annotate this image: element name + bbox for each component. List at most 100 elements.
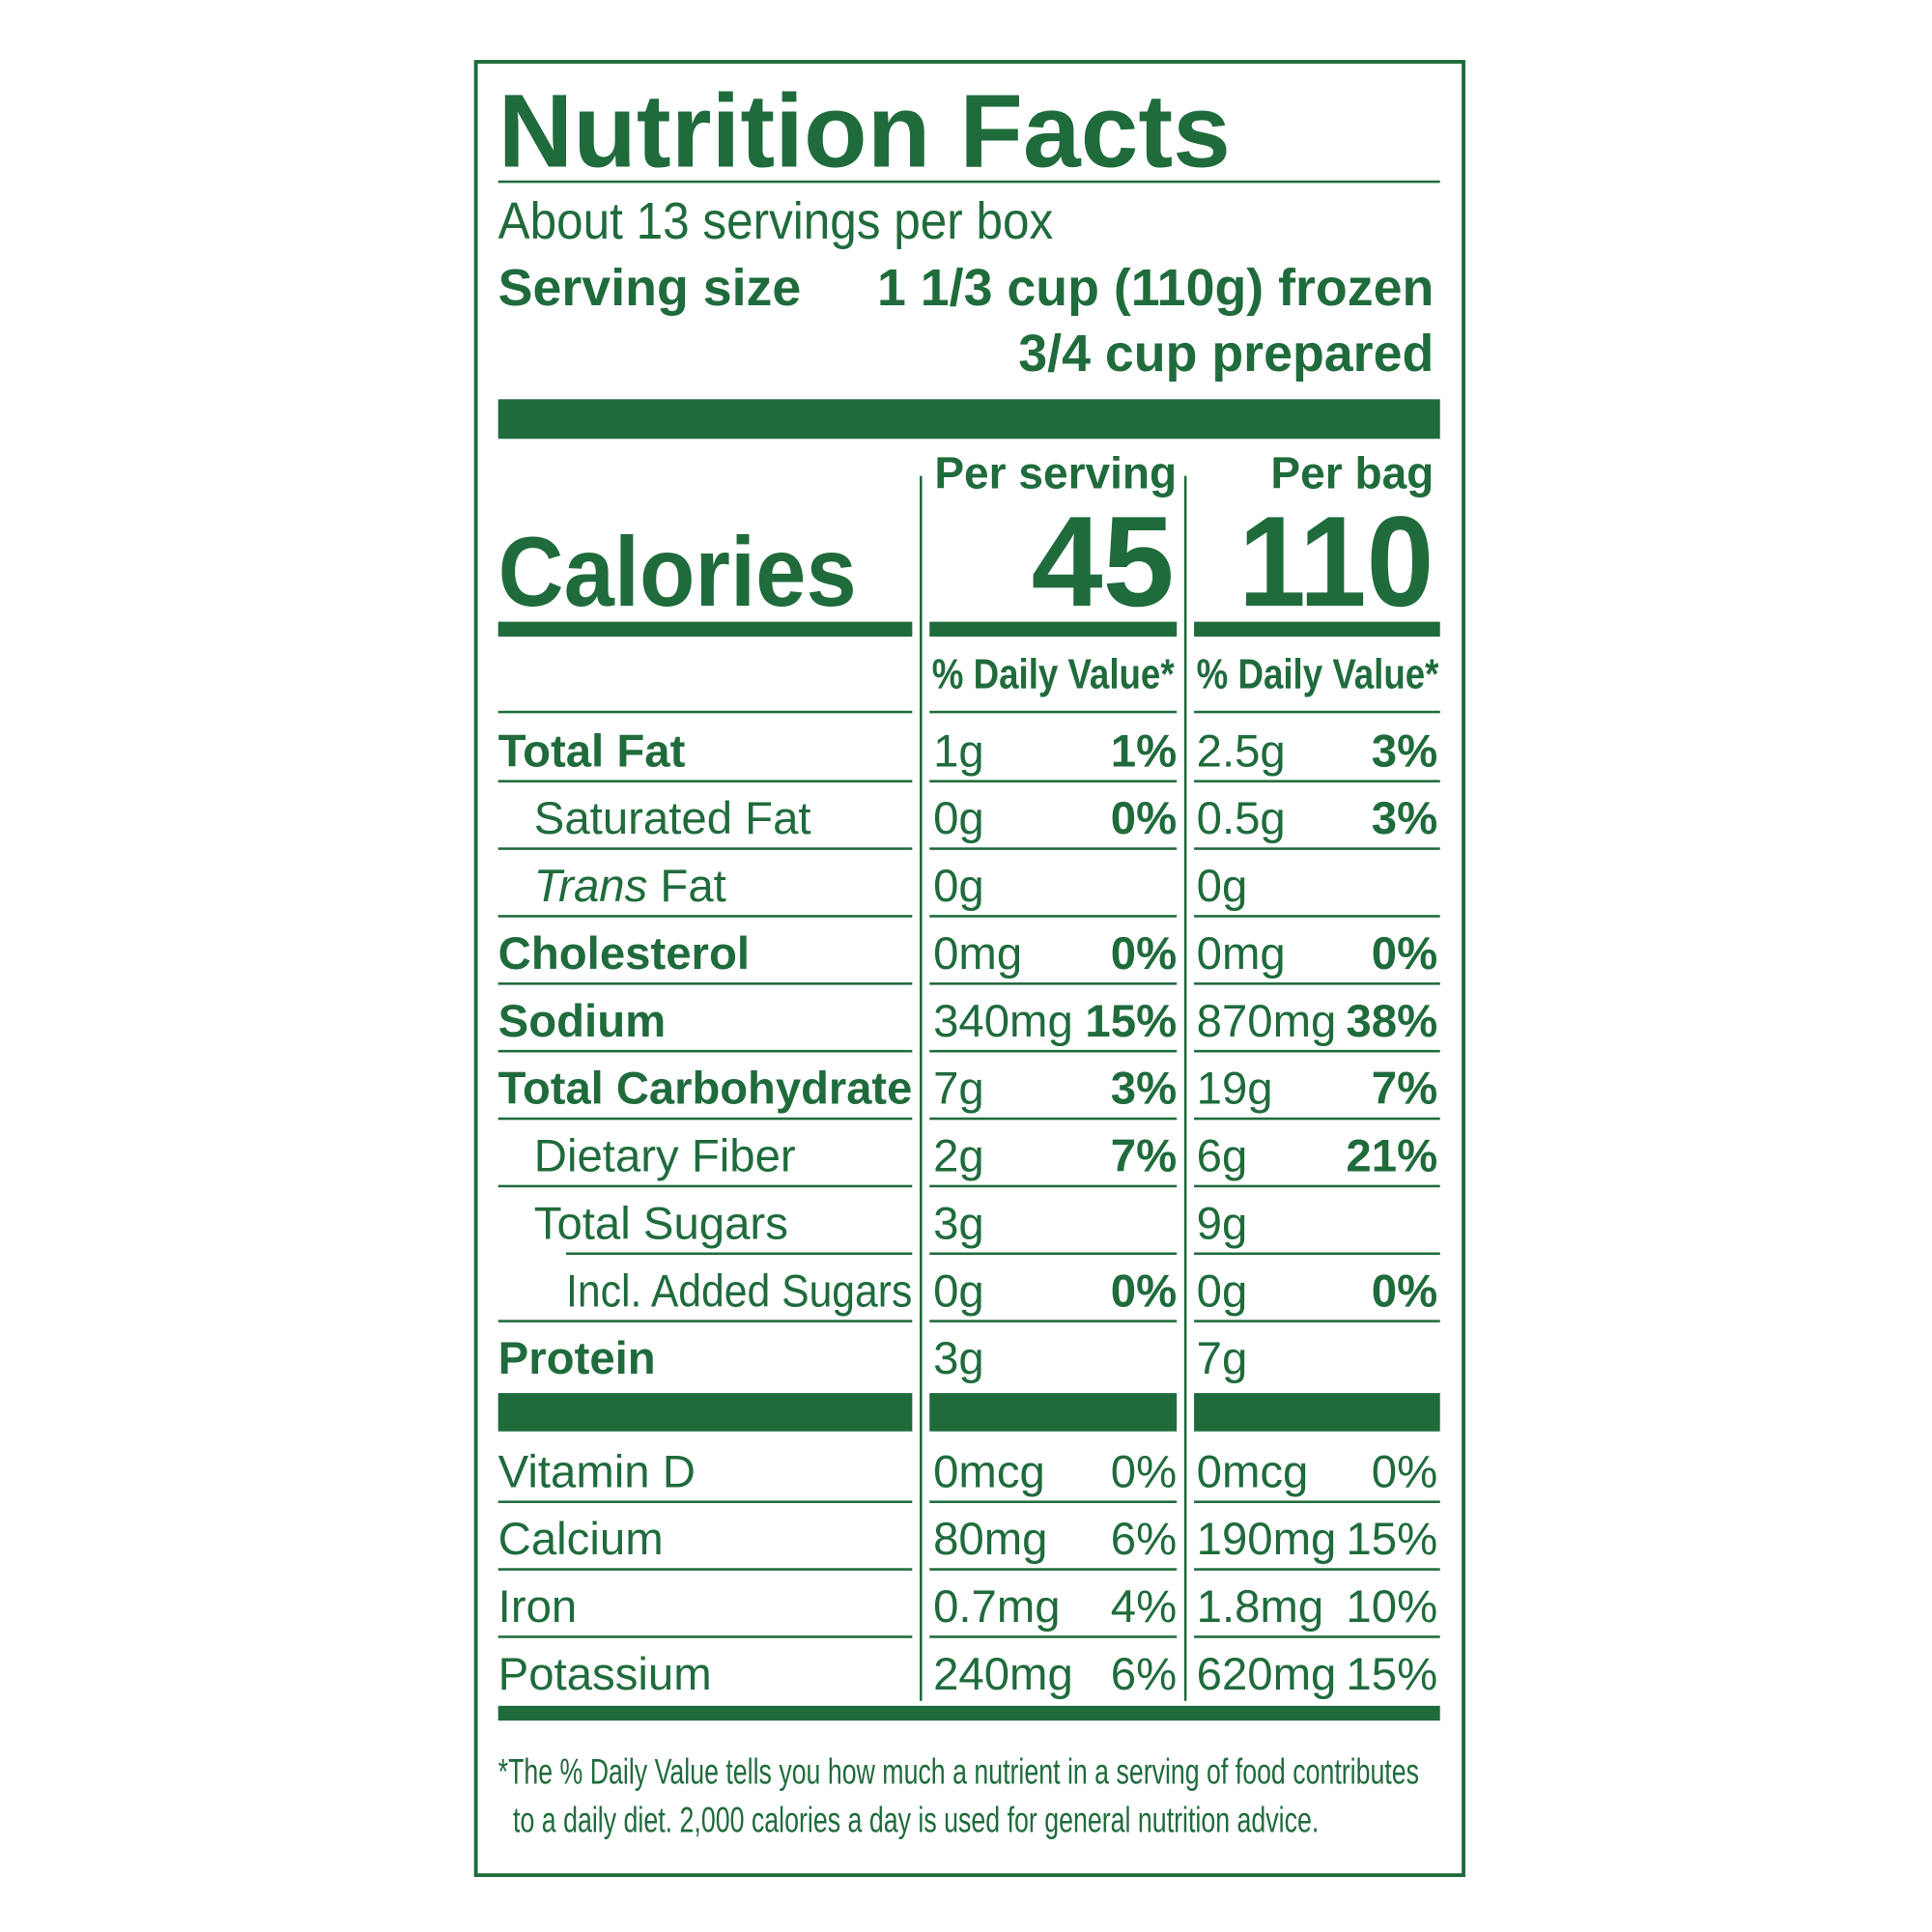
row-rule: [929, 982, 1178, 985]
row-rule: [1194, 915, 1440, 918]
bar: [497, 621, 913, 637]
amount: 1g: [933, 725, 984, 777]
amount: 2.5g: [1197, 725, 1286, 777]
rows: Total Fat 1g 1% 2.5g 3% Saturated Fat 0g 0% 0.5g…: [497, 710, 1440, 1700]
row-rule: [929, 1252, 1178, 1256]
nutrient-label: Incl. Added Sugars: [566, 1265, 912, 1317]
amount: 0g: [1197, 1265, 1248, 1317]
row-rule: [1194, 1252, 1440, 1256]
amount: 9g: [1197, 1198, 1248, 1249]
amount: 19g: [1197, 1064, 1273, 1115]
dv-heading: % Daily Value*: [1197, 652, 1439, 698]
daily-value: 0%: [1372, 928, 1437, 980]
amount: 80mg: [933, 1514, 1047, 1565]
bar: [497, 1705, 1440, 1721]
amount: 0mcg: [1197, 1446, 1309, 1497]
amount: 0g: [933, 861, 984, 912]
footnote: to a daily diet. 2,000 calories a day is…: [513, 1799, 1319, 1839]
nutrient-label: Fat: [660, 861, 725, 912]
row-rule: [929, 1568, 1178, 1571]
row-rule: [929, 710, 1178, 714]
row-rule: [1194, 1184, 1440, 1188]
amount: 0mg: [933, 928, 1022, 980]
daily-value: 15%: [1346, 1514, 1437, 1565]
daily-value: 1%: [1111, 725, 1177, 777]
row-rule: [1194, 982, 1440, 985]
vitamin-label: Iron: [498, 1581, 578, 1633]
amount: 2g: [933, 1131, 984, 1182]
amount: 340mg: [933, 996, 1073, 1047]
row-rule: [929, 1184, 1178, 1188]
nutrient-label: Sodium: [498, 996, 667, 1047]
nutrient-label: Saturated Fat: [534, 793, 811, 844]
row-rule: [929, 1117, 1178, 1121]
amount: 3g: [933, 1333, 984, 1384]
amount: 1.8mg: [1197, 1581, 1324, 1633]
calories-label: Calories: [498, 516, 857, 627]
calories-value: 110: [1238, 491, 1434, 634]
amount: 620mg: [1197, 1649, 1337, 1700]
daily-value: 0%: [1111, 793, 1177, 844]
daily-value: 6%: [1111, 1649, 1177, 1700]
nutrient-label: Dietary Fiber: [534, 1131, 796, 1182]
nutrient-label: Total Sugars: [534, 1198, 788, 1249]
bar: [929, 621, 1178, 637]
thick-bar: [1194, 1393, 1440, 1432]
amount: 870mg: [1197, 996, 1337, 1047]
row-rule: [1194, 847, 1440, 850]
vitamin-label: Vitamin D: [498, 1446, 696, 1497]
daily-value: 3%: [1372, 725, 1437, 777]
label-border: [473, 60, 1465, 1878]
column-heading: Per bag: [1270, 447, 1434, 497]
nutrient-label: Trans Fat: [534, 861, 726, 912]
thick-bar: [929, 1393, 1178, 1432]
column-heading: Per serving: [934, 447, 1177, 497]
daily-value: 3%: [1111, 1064, 1177, 1115]
row-rule: [1194, 1635, 1440, 1638]
nutrient-label: Cholesterol: [498, 928, 750, 980]
thick-bar: [497, 399, 1440, 440]
daily-value: 3%: [1372, 793, 1437, 844]
daily-value: 0%: [1372, 1265, 1437, 1317]
row-rule: [1194, 1049, 1440, 1053]
amount: 0.7mg: [933, 1581, 1061, 1633]
row-rule: [497, 982, 913, 985]
row-rule: [1194, 1568, 1440, 1571]
row-rule: [497, 1184, 913, 1188]
row-rule: [929, 780, 1178, 782]
daily-value: 10%: [1346, 1581, 1437, 1633]
amount: 7g: [933, 1064, 984, 1115]
vitamin-label: Potassium: [498, 1649, 712, 1700]
amount: 0g: [933, 1265, 984, 1317]
amount: 0mcg: [933, 1446, 1045, 1497]
row-rule: [929, 1500, 1178, 1503]
daily-value: 38%: [1346, 996, 1437, 1047]
row-rule: [929, 847, 1178, 850]
amount: 0.5g: [1197, 793, 1286, 844]
row-rule: [497, 1117, 913, 1121]
nutrient-label: Protein: [498, 1333, 656, 1384]
daily-value: 0%: [1111, 928, 1177, 980]
thick-bar: [497, 1393, 913, 1432]
daily-value: 6%: [1111, 1514, 1177, 1565]
row-rule: [497, 710, 913, 714]
daily-value: 15%: [1085, 996, 1177, 1047]
daily-value: 15%: [1346, 1649, 1437, 1700]
amount: 0g: [1197, 861, 1248, 912]
rule: [497, 180, 1440, 184]
row-rule: [1194, 780, 1440, 782]
amount: 3g: [933, 1198, 984, 1249]
nutrient-label: Total Fat: [498, 725, 686, 777]
row-rule: [1194, 1500, 1440, 1503]
nutrient-label-em: Trans: [534, 861, 647, 912]
row-rule: [1194, 710, 1440, 714]
daily-value: 7%: [1372, 1064, 1437, 1115]
footnote: *The % Daily Value tells you how much a …: [498, 1750, 1419, 1791]
daily-value: 0%: [1111, 1265, 1177, 1317]
amount: 0mg: [1197, 928, 1286, 980]
row-rule: [1194, 1117, 1440, 1121]
nutrient-label: Total Carbohydrate: [498, 1064, 913, 1115]
row-rule: [566, 1252, 913, 1256]
row-rule: [497, 915, 913, 918]
